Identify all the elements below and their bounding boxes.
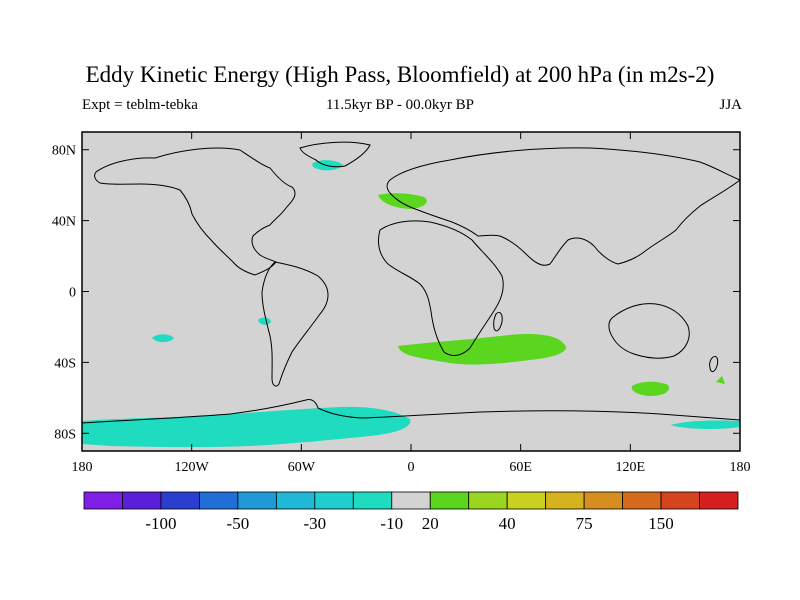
colorbar-swatch — [314, 491, 354, 510]
period-label: 11.5kyr BP - 00.0kyr BP — [325, 97, 475, 113]
region-south-indian-positive — [398, 334, 566, 365]
season-label: JJA — [719, 97, 742, 113]
colorbar-label: -50 — [227, 514, 250, 533]
lon-tick-label: 120W — [175, 460, 210, 475]
lon-tick-label: 120E — [616, 460, 646, 475]
region-europe-positive — [378, 193, 427, 209]
coast-new-zealand — [709, 355, 719, 373]
colorbar-swatch — [583, 491, 623, 510]
longitude-axis: 180 120W 60W 0 60E 120E 180 — [72, 132, 751, 475]
colorbar-label: -100 — [145, 514, 176, 533]
colorbar-swatch — [275, 491, 316, 510]
lon-tick-label: 180 — [730, 460, 751, 475]
lon-tick-label: 180 — [72, 460, 93, 475]
region-australia-south-positive — [631, 381, 670, 396]
colorbar-swatch — [352, 491, 393, 510]
colorbar-swatch — [429, 491, 470, 510]
region-antarctic-east-negative — [670, 420, 740, 430]
region-nz-positive — [716, 376, 725, 384]
colorbar-label: 40 — [499, 514, 516, 533]
lat-tick-label: 40S — [54, 356, 76, 371]
region-pacific-negative — [152, 334, 174, 343]
anomaly-regions — [82, 160, 740, 448]
colorbar-label: 20 — [422, 514, 439, 533]
colorbar-swatch — [391, 491, 431, 510]
lat-tick-label: 40N — [52, 215, 76, 230]
colorbar: -100 -50 -30 -10 20 40 75 150 — [83, 491, 739, 533]
coast-greenland — [299, 141, 371, 168]
lat-tick-label: 80N — [52, 144, 76, 159]
colorbar-swatch — [506, 491, 547, 510]
colorbar-swatch — [199, 491, 239, 510]
colorbar-swatch — [622, 491, 662, 510]
lat-tick-label: 0 — [69, 286, 76, 301]
lon-tick-label: 60W — [288, 460, 316, 475]
lat-tick-label: 80S — [54, 427, 76, 442]
region-south-atlantic-negative — [258, 317, 271, 325]
coast-australia — [608, 303, 690, 359]
lon-tick-label: 60E — [509, 460, 532, 475]
colorbar-label: -10 — [380, 514, 403, 533]
latitude-axis: 80N 40N 0 40S 80S — [52, 144, 740, 442]
colorbar-swatch — [545, 491, 585, 510]
coast-eurasia — [386, 147, 741, 266]
experiment-label: Expt = teblm-tebka — [82, 97, 198, 113]
region-antarctic-negative — [82, 406, 411, 448]
coast-antarctica — [81, 399, 741, 424]
colorbar-swatch — [660, 491, 700, 510]
colorbar-label: -30 — [303, 514, 326, 533]
coast-madagascar — [493, 311, 503, 332]
map-panel — [82, 132, 740, 451]
map-title: Eddy Kinetic Energy (High Pass, Bloomfie… — [85, 62, 715, 87]
coast-africa — [377, 220, 504, 356]
colorbar-swatch — [468, 491, 508, 510]
coast-north-america — [94, 147, 296, 276]
colorbar-label: 150 — [648, 514, 674, 533]
colorbar-swatch — [83, 491, 123, 510]
lon-tick-label: 0 — [408, 460, 415, 475]
coast-south-america — [261, 261, 329, 387]
coastlines — [81, 141, 741, 424]
colorbar-swatch — [122, 491, 162, 510]
colorbar-swatch — [237, 491, 277, 510]
colorbar-swatch — [160, 491, 200, 510]
colorbar-swatch — [699, 491, 739, 510]
colorbar-label: 75 — [576, 514, 593, 533]
